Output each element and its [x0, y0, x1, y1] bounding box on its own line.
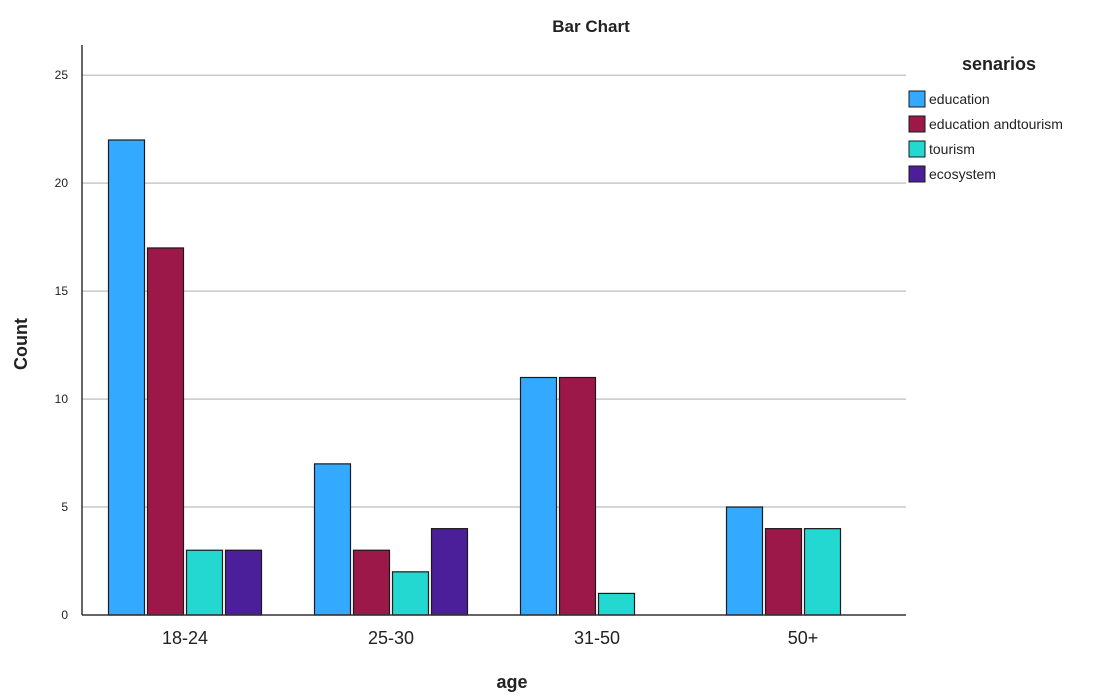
bar-education-andtourism-31-50	[558, 376, 597, 616]
legend-label: ecosystem	[929, 166, 996, 182]
legend-label: tourism	[929, 141, 975, 157]
bar-education-50+	[725, 506, 764, 616]
y-tick-label: 0	[61, 608, 68, 622]
legend-label: education andtourism	[929, 116, 1063, 132]
bar-ecosystem-25-30	[430, 528, 469, 616]
legend-label: education	[929, 91, 990, 107]
bars	[107, 139, 842, 616]
x-tick-label: 31-50	[574, 628, 620, 648]
axes	[81, 45, 906, 616]
y-axis-label: Count	[11, 318, 31, 370]
y-tick-label: 20	[55, 176, 69, 190]
y-tick-label: 15	[55, 284, 69, 298]
x-tick-labels: 18-24 25-30 31-50 50+	[162, 628, 818, 648]
y-tick-label: 10	[55, 392, 69, 406]
bar-tourism-50+	[803, 528, 842, 616]
y-tick-labels: 0 5 10 15 20 25	[55, 68, 69, 622]
x-axis-label: age	[496, 672, 527, 692]
bar-education-andtourism-25-30	[352, 549, 391, 616]
bar-education-andtourism-50+	[764, 528, 803, 616]
bar-education-andtourism-18-24	[146, 247, 185, 616]
legend: senarios education education andtourism to…	[908, 54, 1063, 183]
gridlines	[82, 74, 906, 508]
x-tick-label: 25-30	[368, 628, 414, 648]
legend-swatch	[908, 165, 926, 183]
x-tick-label: 50+	[788, 628, 819, 648]
bar-education-31-50	[519, 376, 558, 616]
bar-tourism-18-24	[185, 549, 224, 616]
legend-title: senarios	[962, 54, 1036, 74]
bar-education-18-24	[107, 139, 146, 616]
legend-items: education education andtourism tourism ecos…	[908, 90, 1063, 183]
bar-education-25-30	[313, 463, 352, 616]
bar-ecosystem-18-24	[224, 549, 263, 616]
bar-tourism-25-30	[391, 571, 430, 616]
y-tick-label: 5	[61, 500, 68, 514]
legend-swatch	[908, 115, 926, 133]
y-tick-label: 25	[55, 68, 69, 82]
legend-swatch	[908, 90, 926, 108]
legend-swatch	[908, 140, 926, 158]
bar-tourism-31-50	[597, 592, 636, 616]
x-tick-label: 18-24	[162, 628, 208, 648]
chart-title: Bar Chart	[552, 17, 630, 36]
